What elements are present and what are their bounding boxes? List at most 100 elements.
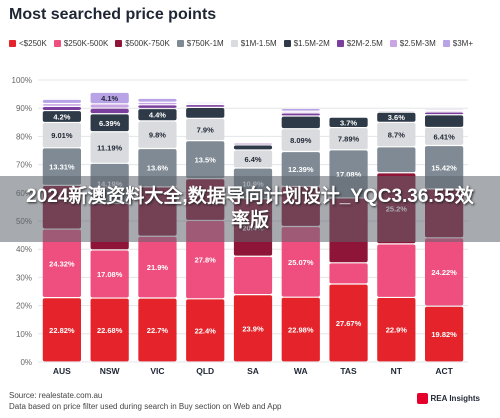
x-tick-label: ACT — [435, 366, 453, 376]
data-label: 3.7% — [340, 118, 357, 127]
bar-segment — [281, 227, 320, 297]
legend-item: $1M-1.5M — [230, 38, 277, 50]
bar-segment — [186, 118, 225, 141]
data-label: 8.7% — [388, 131, 405, 140]
legend-item: $750K-1M — [176, 38, 224, 50]
brand-name: REA Insights — [430, 394, 480, 403]
x-tick-label: TAS — [340, 366, 357, 376]
bar-segment — [329, 284, 368, 362]
data-label: 8.09% — [290, 136, 312, 145]
bar-segment — [329, 263, 368, 284]
y-tick-label: 10% — [16, 330, 32, 339]
legend-label: $2.5M-3M — [399, 39, 436, 48]
bar-segment — [377, 122, 416, 147]
legend-label: $2M-2.5M — [346, 39, 383, 48]
bar-segment — [281, 297, 320, 362]
bar-segment — [377, 147, 416, 173]
data-label: 13.31% — [49, 163, 75, 172]
brand-logo: REA Insights — [416, 393, 480, 404]
legend-swatch — [9, 40, 16, 47]
data-label: 6.39% — [99, 119, 121, 128]
bar-segment — [186, 107, 225, 118]
legend-label: $250K-500K — [63, 39, 109, 48]
bar-segment — [281, 116, 320, 129]
legend-item: $2.5M-3M — [389, 38, 436, 50]
legend-label: $750K-1M — [186, 39, 224, 48]
bar-segment — [42, 104, 81, 106]
legend-item: $2M-2.5M — [336, 38, 383, 50]
data-label: 7.89% — [338, 135, 360, 144]
data-label: 9.01% — [51, 131, 73, 140]
bar-segment — [425, 112, 464, 115]
legend-label: $500K-750K — [125, 39, 170, 48]
bar-segment — [138, 298, 177, 362]
legend-item: $500K-750K — [115, 38, 170, 50]
x-tick-label: NSW — [100, 366, 121, 376]
legend-swatch — [442, 40, 450, 47]
bar-segment — [329, 117, 368, 127]
chart-legend: <$250K $250K-500K $500K-750K $750K-1M $1M-1.… — [9, 38, 494, 50]
y-tick-label: 100% — [12, 76, 32, 85]
legend-swatch — [53, 40, 61, 47]
bar-segment — [42, 99, 81, 103]
data-label: 22.7% — [147, 326, 169, 335]
bar-segment — [42, 106, 81, 110]
legend-swatch — [115, 40, 123, 47]
bar-segment — [42, 123, 81, 148]
bar-segment — [138, 98, 177, 102]
bar-segment — [90, 104, 129, 108]
bar-segment — [425, 115, 464, 127]
data-label: 19.82% — [431, 330, 457, 339]
x-tick-label: VIC — [150, 366, 164, 376]
data-label: 17.08% — [336, 170, 362, 179]
x-tick-label: NT — [391, 366, 403, 376]
data-label: 17.08% — [97, 270, 123, 279]
data-label: 23.9% — [242, 324, 264, 333]
bar-segment — [42, 298, 81, 362]
legend-label: $3M+ — [452, 39, 473, 48]
y-tick-label: 80% — [16, 132, 32, 141]
y-tick-label: 30% — [16, 273, 32, 282]
legend-item: $250K-500K — [53, 38, 109, 50]
data-label: 15.42% — [431, 163, 457, 172]
legend-item: $3M+ — [442, 38, 473, 50]
data-label: 22.4% — [195, 326, 217, 335]
data-label: 24.32% — [49, 259, 75, 268]
data-label: 9.8% — [149, 131, 166, 140]
y-tick-label: 70% — [16, 161, 32, 170]
data-label: 11.19% — [97, 144, 122, 153]
bar-segment — [281, 129, 320, 151]
data-label: 22.82% — [49, 326, 75, 335]
y-tick-label: 40% — [16, 245, 32, 254]
bar-segment — [281, 113, 320, 116]
chart-title: Most searched price points — [9, 6, 217, 23]
bar-segment — [425, 306, 464, 362]
legend-swatch — [283, 40, 291, 47]
source-note: Source: realestate.com.au Data based on … — [9, 391, 282, 411]
overlay-banner-text: 2024新澳资料大全,数据导向计划设计_YQC3.36.55效率版 — [26, 186, 474, 231]
data-label: 27.67% — [336, 319, 362, 328]
legend-item: <$250K — [9, 38, 47, 50]
bar-segment — [90, 132, 129, 163]
data-label: 22.98% — [288, 326, 314, 335]
legend-swatch — [176, 40, 184, 47]
data-label: 7.9% — [197, 125, 214, 134]
data-label: 3.6% — [388, 113, 405, 122]
bar-segment — [329, 128, 368, 150]
bar-segment — [233, 256, 273, 295]
data-label: 4.1% — [101, 94, 118, 103]
data-label: 25.07% — [288, 258, 314, 267]
data-label: 21.9% — [147, 263, 169, 272]
bar-segment — [233, 295, 273, 362]
bar-segment — [377, 298, 416, 362]
bar-segment — [377, 244, 416, 297]
data-label: 6.41% — [433, 132, 455, 141]
bar-segment — [186, 105, 225, 107]
bar-segment — [186, 141, 225, 179]
data-label: 13.6% — [147, 164, 169, 173]
overlay-banner: 2024新澳资料大全,数据导向计划设计_YQC3.36.55效率版 — [0, 176, 500, 242]
bar-segment — [377, 112, 416, 122]
bar-segment — [42, 229, 81, 298]
bar-segment — [138, 121, 177, 148]
data-label: 4.2% — [53, 112, 70, 121]
